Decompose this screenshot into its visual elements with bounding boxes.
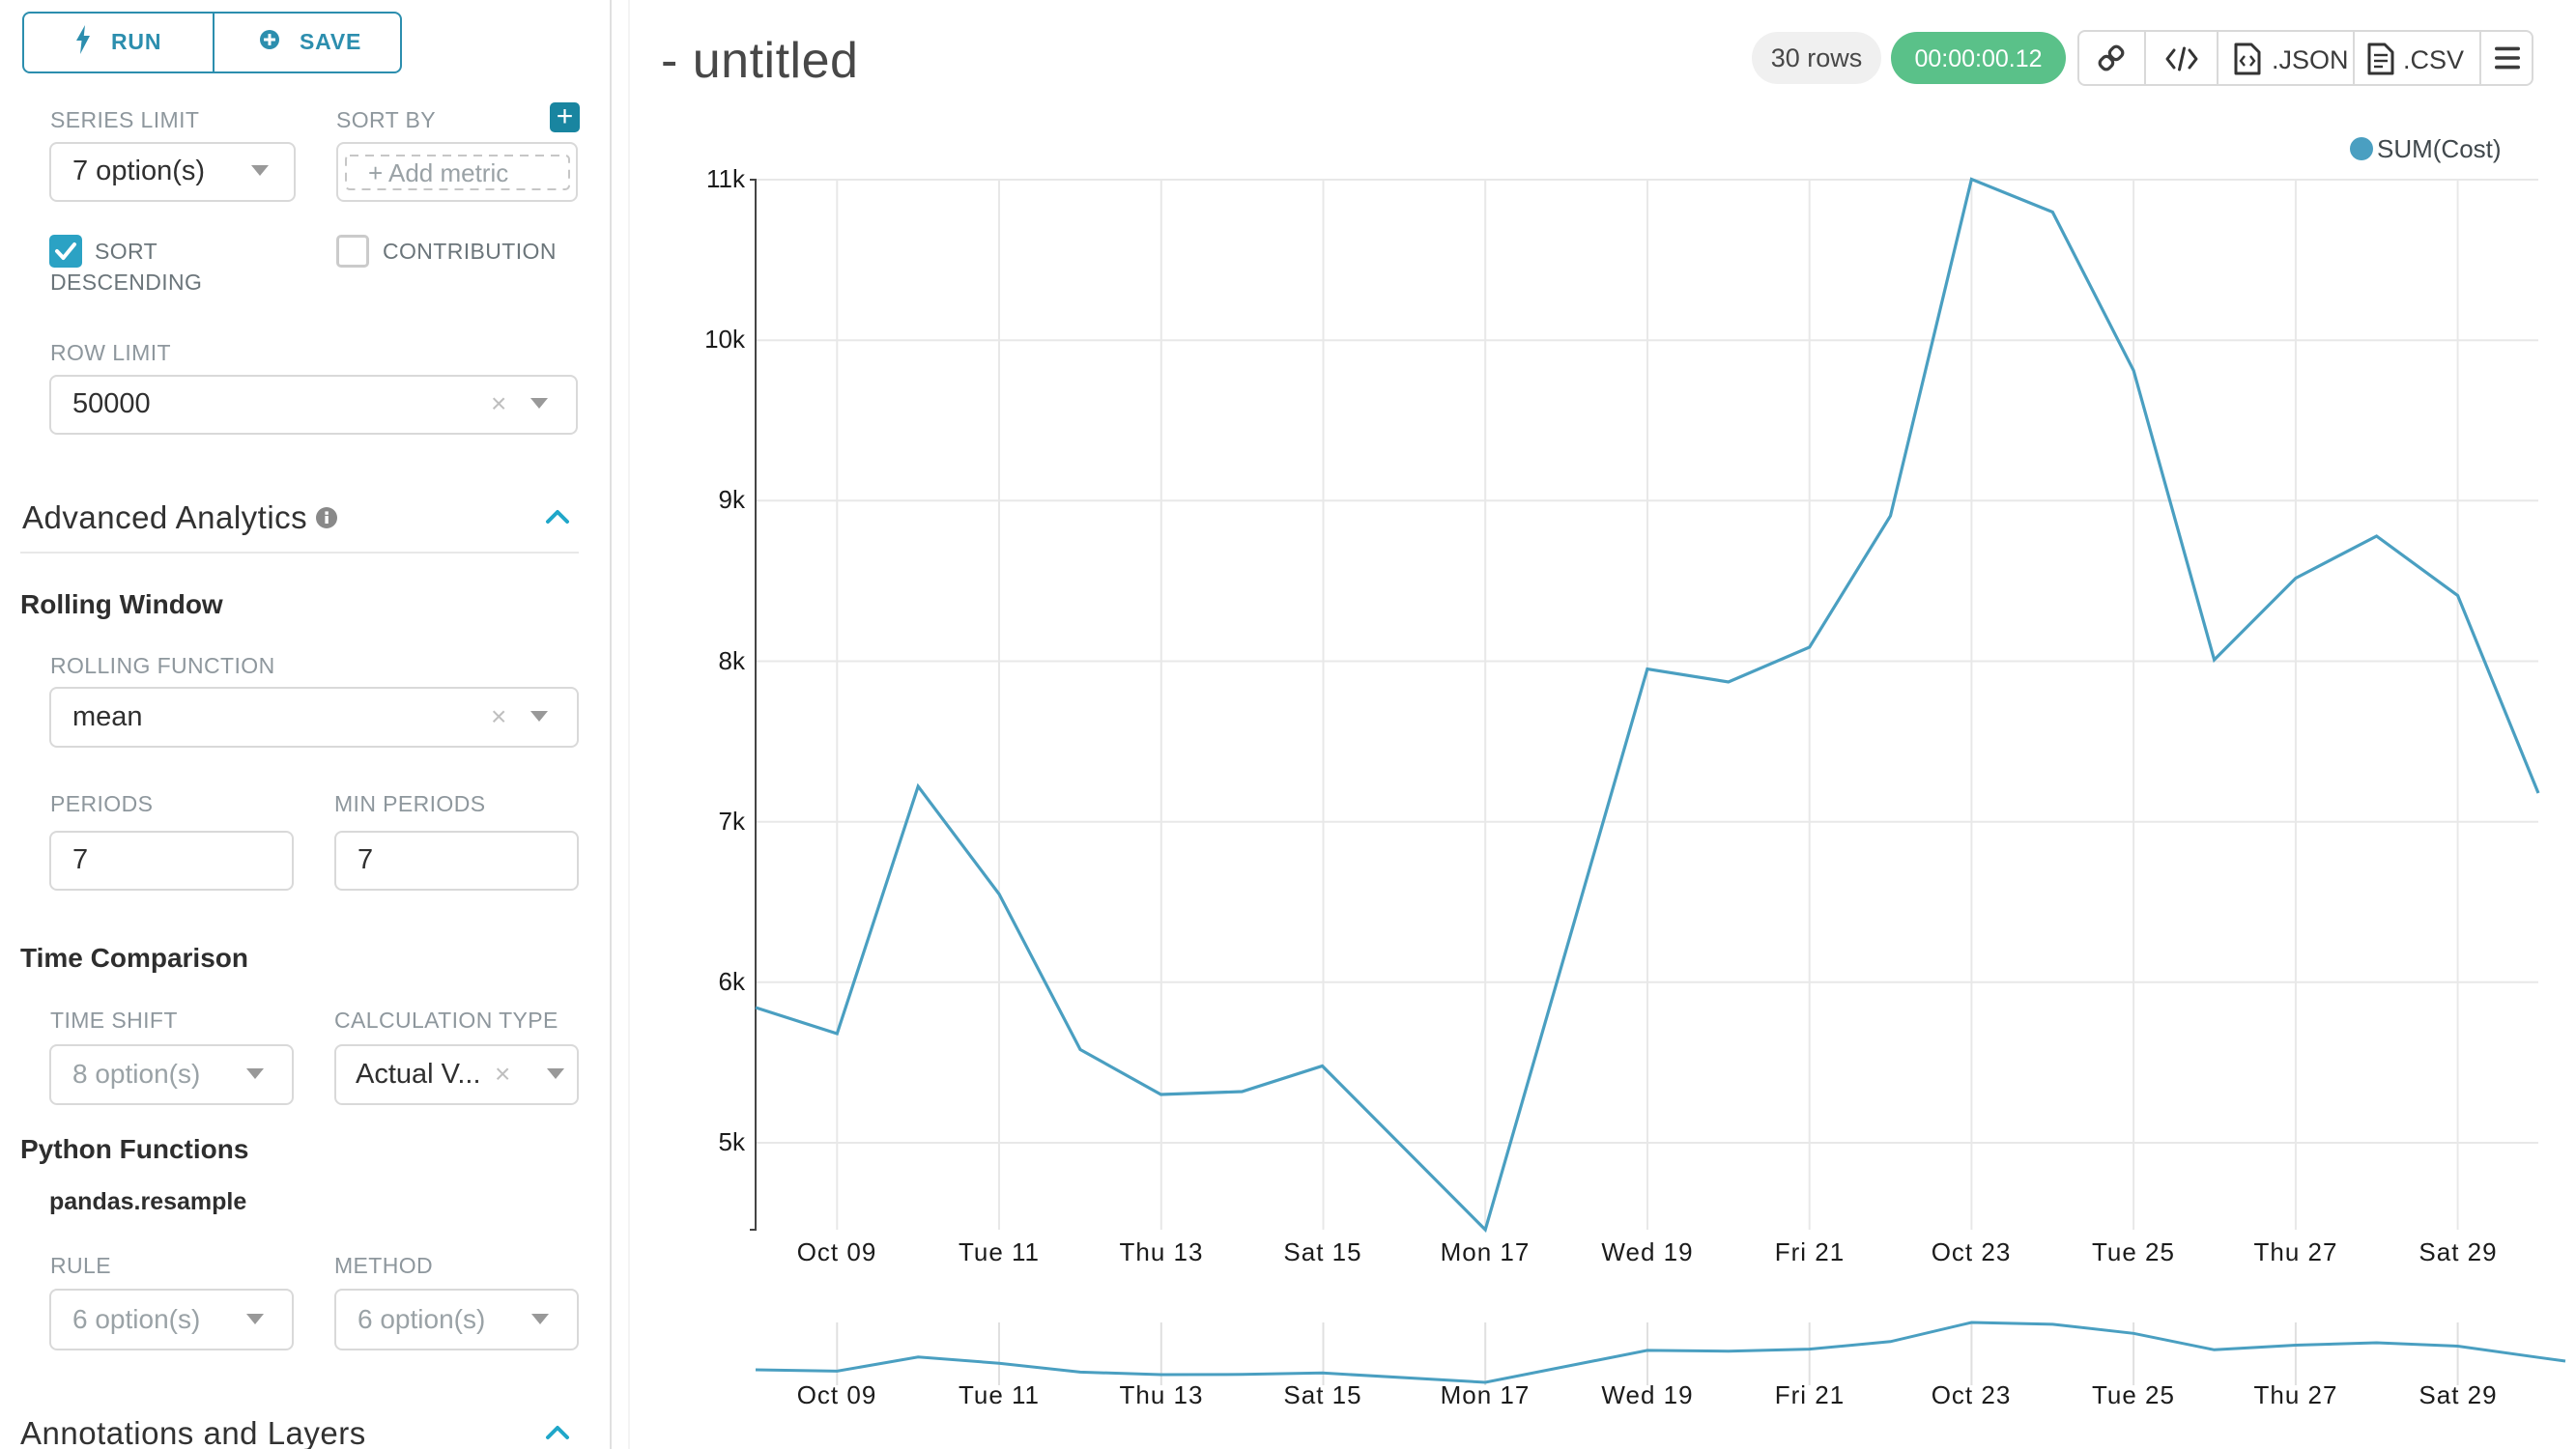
svg-text:Wed 19: Wed 19	[1601, 1380, 1693, 1409]
svg-text:Tue 11: Tue 11	[959, 1380, 1040, 1409]
svg-text:Sat 15: Sat 15	[1283, 1237, 1361, 1266]
svg-text:Oct 23: Oct 23	[1932, 1380, 2012, 1409]
svg-text:Wed 19: Wed 19	[1601, 1237, 1693, 1266]
svg-text:5k: 5k	[719, 1127, 746, 1156]
svg-text:8k: 8k	[719, 646, 746, 675]
svg-text:10k: 10k	[704, 325, 746, 354]
svg-text:Thu 27: Thu 27	[2254, 1380, 2338, 1409]
svg-text:7k: 7k	[719, 807, 746, 836]
svg-text:Oct 23: Oct 23	[1932, 1237, 2012, 1266]
svg-text:Mon 17: Mon 17	[1441, 1237, 1531, 1266]
svg-text:9k: 9k	[719, 485, 746, 514]
svg-text:Thu 27: Thu 27	[2254, 1237, 2338, 1266]
svg-text:Oct 09: Oct 09	[797, 1237, 877, 1266]
svg-text:SUM(Cost): SUM(Cost)	[2377, 134, 2502, 163]
svg-text:Tue 25: Tue 25	[2092, 1380, 2175, 1409]
svg-text:Fri 21: Fri 21	[1775, 1380, 1845, 1409]
svg-text:11k: 11k	[706, 164, 746, 193]
svg-text:Sat 15: Sat 15	[1283, 1380, 1361, 1409]
svg-text:Fri 21: Fri 21	[1775, 1237, 1845, 1266]
svg-text:6k: 6k	[719, 967, 746, 996]
svg-text:Thu 13: Thu 13	[1120, 1380, 1204, 1409]
svg-text:Thu 13: Thu 13	[1120, 1237, 1204, 1266]
svg-text:Sat 29: Sat 29	[2419, 1237, 2497, 1266]
svg-text:Mon 17: Mon 17	[1441, 1380, 1531, 1409]
svg-text:Sat 29: Sat 29	[2419, 1380, 2497, 1409]
svg-text:Oct 09: Oct 09	[797, 1380, 877, 1409]
svg-text:Tue 11: Tue 11	[959, 1237, 1040, 1266]
svg-text:Tue 25: Tue 25	[2092, 1237, 2175, 1266]
